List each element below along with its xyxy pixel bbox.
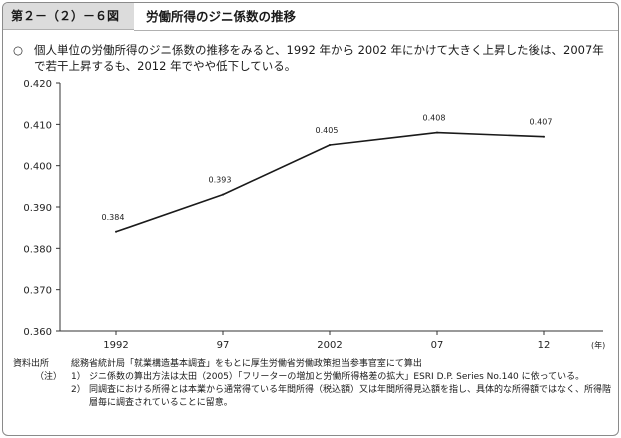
figure-label: 第２－（２）－６図 [3, 3, 134, 30]
x-axis-unit: (年) [591, 340, 605, 350]
note-text: ジニ係数の算出方法は太田（2005）「フリーターの増加と労働所得格差の拡大」ES… [89, 372, 585, 382]
gini-line-chart: 0.420 0.410 0.400 0.390 0.380 0.370 0.360 1992 9… [23, 79, 605, 351]
data-label: 0.407 [530, 118, 553, 127]
series-line [115, 131, 545, 233]
data-label: 0.393 [209, 176, 232, 185]
y-tick-label: 0.400 [23, 162, 52, 173]
x-tick-label: 1992 [103, 340, 128, 351]
data-label: 0.384 [102, 213, 125, 222]
data-point [543, 135, 545, 138]
data-label: 0.405 [316, 126, 339, 135]
notes-section: 資料出所 総務省統計局「就業構造基本調査」をもとに厚生労働省労働政策担当参事官室… [13, 358, 611, 410]
source-text: 総務省統計局「就業構造基本調査」をもとに厚生労働省労働政策担当参事官室にて算出 [71, 359, 422, 369]
y-tick-label: 0.390 [23, 203, 52, 214]
data-point [115, 230, 117, 233]
data-point [436, 131, 438, 134]
summary-paragraph: ○ 個人単位の労働所得のジニ係数の推移をみると、1992 年から 2002 年に… [13, 42, 609, 74]
summary-text: 個人単位の労働所得のジニ係数の推移をみると、1992 年から 2002 年にかけ… [34, 43, 604, 73]
note-text: 同調査における所得とは本業から通常得ている年間所得（税込額）又は年間所得見込額を… [89, 385, 612, 408]
y-tick-label: 0.380 [23, 244, 52, 255]
x-tick-label: 2002 [317, 340, 342, 351]
x-tick-label: 07 [431, 340, 444, 351]
figure-title: 労働所得のジニ係数の推移 [134, 3, 618, 31]
note-item: 2） 同調査における所得とは本業から通常得ている年間所得（税込額）又は年間所得見… [71, 384, 611, 410]
x-tick-label: 97 [217, 340, 230, 351]
data-point [329, 144, 331, 146]
notes-row: （注） 1） ジニ係数の算出方法は太田（2005）「フリーターの増加と労働所得格… [13, 371, 611, 410]
source-label: 資料出所 [13, 359, 50, 369]
y-tick-label: 0.360 [23, 327, 52, 338]
y-tick-label: 0.420 [23, 79, 52, 90]
note-number: 2） [71, 385, 86, 395]
source-row: 資料出所 総務省統計局「就業構造基本調査」をもとに厚生労働省労働政策担当参事官室… [13, 358, 611, 371]
x-tick-label: 12 [538, 340, 551, 351]
notes-label: （注） [34, 372, 62, 382]
y-tick-label: 0.410 [23, 120, 52, 131]
note-item: 1） ジニ係数の算出方法は太田（2005）「フリーターの増加と労働所得格差の拡大… [71, 371, 611, 384]
note-number: 1） [71, 372, 86, 382]
data-point [222, 193, 224, 196]
summary-bullet: ○ [13, 43, 24, 57]
y-tick-label: 0.370 [23, 286, 52, 297]
data-label: 0.408 [423, 114, 446, 123]
